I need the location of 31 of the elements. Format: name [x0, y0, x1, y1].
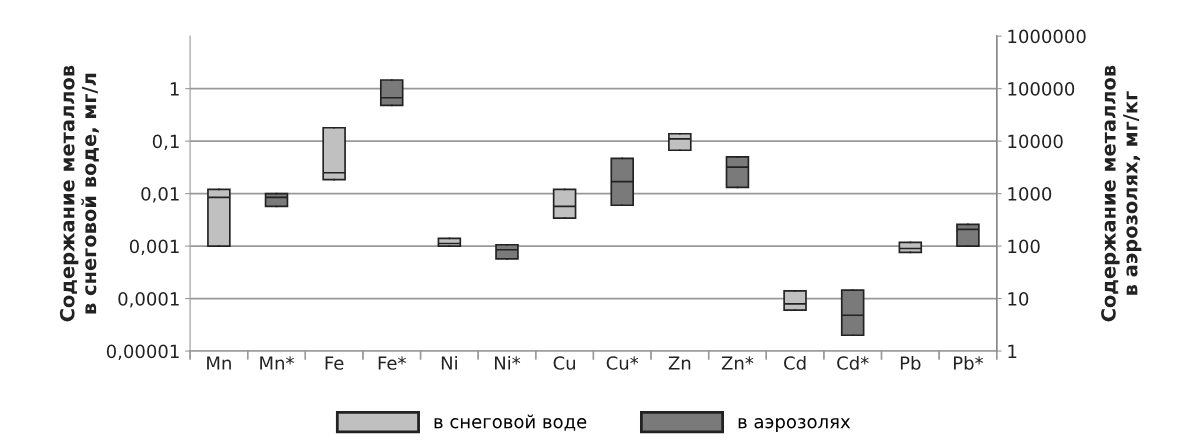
legend-label: в снеговой воде	[434, 414, 587, 431]
legend-label: в аэрозолях	[738, 418, 851, 432]
y2-tick-label: 1	[1008, 344, 1017, 358]
y-tick-label: 0,01	[141, 187, 179, 203]
y-tick-label: 1	[170, 82, 179, 96]
y2-tick-label: 10	[1008, 292, 1029, 306]
y2-tick-label: 1000	[1008, 187, 1052, 201]
y2-tick-label: 1000000	[1008, 29, 1086, 44]
x-tick-label: Ni*	[494, 355, 521, 370]
y2-tick-label: 100	[1008, 239, 1040, 254]
y-tick-label: 0,1	[152, 134, 179, 151]
y2-tick-label: 10000	[1008, 134, 1063, 149]
y-axis-title: Содержание металлов в снеговой воде, мг/л	[59, 65, 99, 322]
x-tick-label: Cu	[553, 356, 575, 370]
x-tick-label: Ni	[441, 355, 457, 370]
x-tick-label: Mn	[207, 356, 231, 370]
x-tick-label: Zn	[668, 356, 691, 370]
x-tick-label: Zn*	[721, 356, 754, 370]
y2-axis-title: Содержание металлов в аэрозолях, мг/кг	[1101, 65, 1142, 322]
y2-tick-label: 100000	[1008, 82, 1075, 96]
y-tick-label: 0,00001	[106, 344, 179, 360]
x-tick-label: Pb*	[954, 355, 984, 370]
x-tick-label: Fe	[325, 356, 344, 370]
x-tick-label: Pb	[900, 355, 921, 370]
x-tick-label: Cd*	[837, 355, 869, 370]
x-tick-label: Cd	[784, 355, 806, 370]
x-tick-label: Fe*	[378, 356, 406, 370]
x-tick-label: Cu*	[606, 356, 639, 370]
x-tick-label: Mn*	[260, 356, 294, 370]
y-tick-label: 0,001	[129, 239, 179, 256]
y-tick-label: 0,0001	[118, 292, 179, 308]
